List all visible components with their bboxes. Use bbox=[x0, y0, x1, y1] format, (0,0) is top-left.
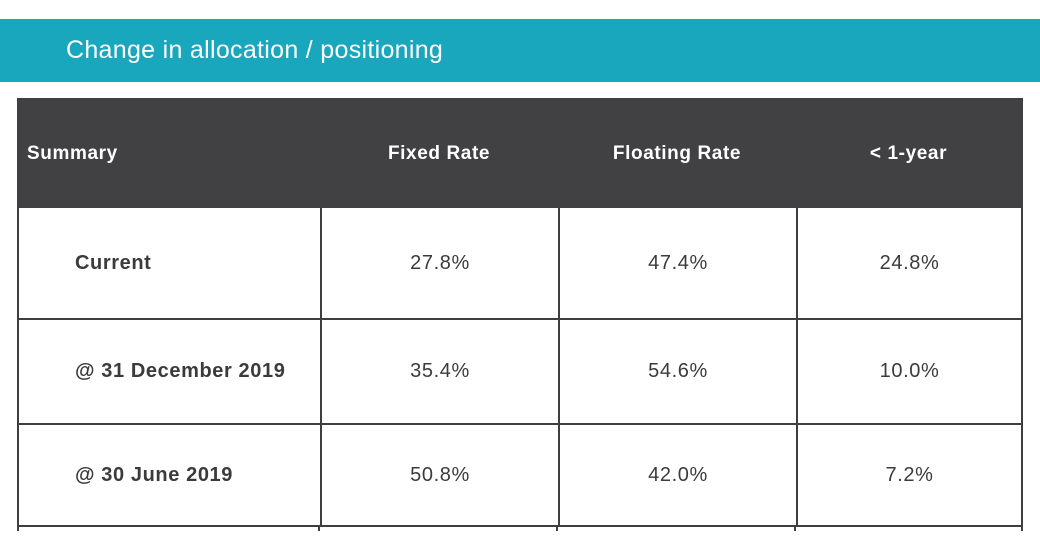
clipped-gridline-tick bbox=[794, 527, 796, 531]
value-cell-current-fixed: 27.8% bbox=[320, 208, 558, 318]
header-cell-summary: Summary bbox=[19, 100, 320, 208]
allocation-table: Summary Fixed Rate Floating Rate < 1-yea… bbox=[17, 98, 1023, 527]
value-cell-dec-2019-floating: 54.6% bbox=[558, 318, 796, 423]
row-label-current: Current bbox=[19, 208, 320, 318]
clipped-gridline-tick bbox=[1021, 527, 1023, 531]
clipped-gridline-tick bbox=[17, 527, 19, 531]
clipped-gridline-tick bbox=[556, 527, 558, 531]
value-cell-current-under-1-year: 24.8% bbox=[796, 208, 1021, 318]
clipped-gridline-tick bbox=[318, 527, 320, 531]
value-cell-dec-2019-fixed: 35.4% bbox=[320, 318, 558, 423]
header-cell-under-1-year: < 1-year bbox=[796, 100, 1021, 208]
header-cell-floating-rate: Floating Rate bbox=[558, 100, 796, 208]
section-title-banner: Change in allocation / positioning bbox=[0, 19, 1040, 82]
value-cell-jun-2019-fixed: 50.8% bbox=[320, 423, 558, 525]
value-cell-jun-2019-floating: 42.0% bbox=[558, 423, 796, 525]
row-label-jun-2019: @ 30 June 2019 bbox=[19, 423, 320, 525]
header-cell-fixed-rate: Fixed Rate bbox=[320, 100, 558, 208]
value-cell-dec-2019-under-1-year: 10.0% bbox=[796, 318, 1021, 423]
row-label-dec-2019: @ 31 December 2019 bbox=[19, 318, 320, 423]
value-cell-jun-2019-under-1-year: 7.2% bbox=[796, 423, 1021, 525]
section-title: Change in allocation / positioning bbox=[66, 36, 444, 64]
value-cell-current-floating: 47.4% bbox=[558, 208, 796, 318]
